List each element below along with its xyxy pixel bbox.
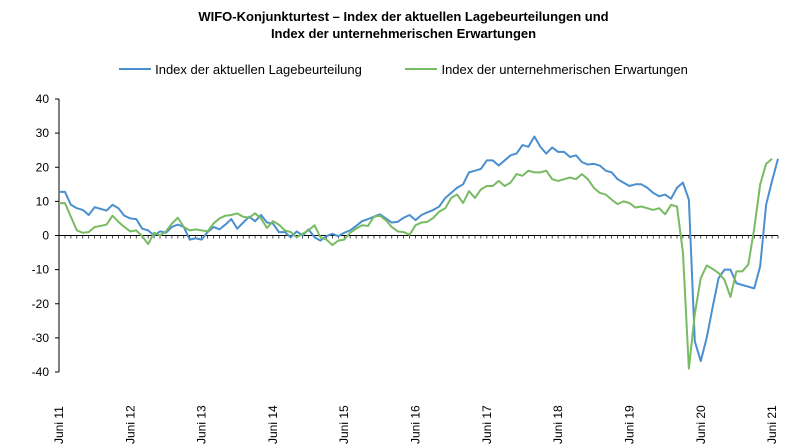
- legend: Index der aktuellen Lagebeurteilung Inde…: [0, 58, 807, 77]
- y-tick-label: -40: [32, 365, 50, 379]
- chart-title: WIFO-Konjunkturtest – Index der aktuelle…: [0, 8, 807, 42]
- y-tick-label: 0: [42, 229, 49, 243]
- chart-title-line2: Index der unternehmerischen Erwartungen: [270, 26, 537, 41]
- series-line-lage: [59, 135, 779, 363]
- legend-item-erwartungen: Index der unternehmerischen Erwartungen: [405, 61, 688, 77]
- y-tick-label: -10: [32, 263, 50, 277]
- x-tick-label: Juni 13: [195, 405, 209, 444]
- legend-swatch-erwartungen: [405, 68, 438, 70]
- x-tick-label: Juni 18: [551, 405, 565, 444]
- series-line-erwartungen: [59, 157, 773, 370]
- x-tick-label: Juni 14: [266, 405, 280, 444]
- x-tick-label: Juni 11: [52, 406, 66, 444]
- y-tick-label: -20: [32, 297, 50, 311]
- legend-label-lage: Index der aktuellen Lagebeurteilung: [155, 61, 362, 77]
- y-tick-label: 30: [36, 126, 50, 140]
- x-tick-label: Juni 15: [337, 405, 351, 444]
- x-tick-label: Juni 17: [480, 405, 494, 444]
- y-tick-label: 20: [36, 160, 50, 174]
- x-tick-label: Juni 12: [123, 405, 137, 444]
- x-tick-label: Juni 20: [694, 405, 708, 444]
- legend-swatch-lage: [119, 68, 152, 70]
- x-tick-label: Juni 16: [409, 405, 423, 444]
- x-tick-label: Juni 19: [622, 405, 636, 444]
- y-tick-label: 10: [36, 194, 50, 208]
- y-tick-label: -30: [32, 331, 50, 345]
- x-tick-label: Juni 21: [765, 405, 779, 444]
- chart-title-line1: WIFO-Konjunkturtest – Index der aktuelle…: [198, 9, 609, 24]
- legend-item-lage: Index der aktuellen Lagebeurteilung: [119, 62, 362, 77]
- legend-label-erwartungen: Index der unternehmerischen Erwartungen: [441, 61, 688, 77]
- y-tick-label: 40: [36, 92, 50, 106]
